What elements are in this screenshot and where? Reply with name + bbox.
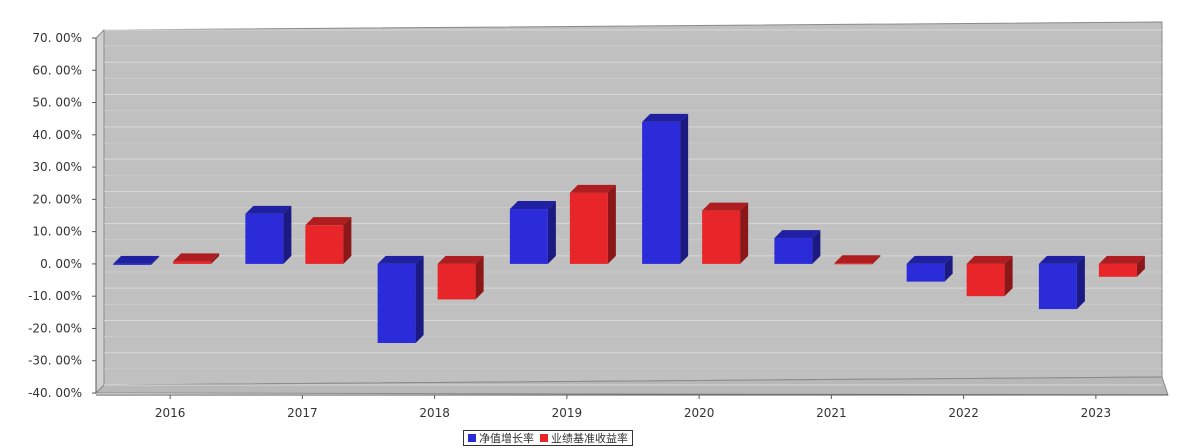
x-tick-label: 2020 [684, 406, 715, 420]
bar-side [151, 255, 160, 265]
bar-front [642, 121, 681, 264]
y-tick-label: 50. 00% [32, 96, 82, 110]
y-tick-label: 30. 00% [32, 160, 82, 174]
bar-front [377, 263, 416, 343]
bar-top [966, 255, 1013, 264]
bar-front [906, 263, 945, 282]
y-axis-labels: 70. 00% 60. 00% 50. 00% 40. 00% 30. 00% 20. 0… [28, 31, 96, 400]
bar-front [1038, 263, 1077, 310]
bar-净值增长率-2016 [113, 255, 160, 265]
y-tick-label: 40. 00% [32, 128, 82, 142]
bar-净值增长率-2020 [642, 113, 689, 264]
bar-front [305, 225, 344, 264]
bar-top [774, 230, 821, 239]
bar-业绩基准收益率-2020 [702, 202, 749, 264]
legend-swatch-series-2 [540, 434, 548, 442]
bar-front [509, 209, 548, 264]
legend-label-series-2: 业绩基准收益率 [551, 432, 628, 445]
y-tick-label: -30. 00% [28, 354, 82, 368]
legend-label-series-1: 净值增长率 [479, 432, 534, 445]
y-tick-label: -10. 00% [28, 289, 82, 303]
bar-front [834, 263, 873, 265]
bar-top [377, 255, 424, 264]
bar-side [343, 217, 352, 264]
chart-axes [94, 21, 1169, 396]
bar-side [812, 230, 821, 264]
bar-front [774, 238, 813, 264]
bar-side [680, 113, 689, 264]
bar-front [1098, 263, 1137, 277]
bar-front [702, 210, 741, 264]
y-tick-label: 60. 00% [32, 63, 82, 77]
x-tick-label: 2021 [816, 406, 847, 420]
bar-side [607, 184, 616, 264]
bar-front [245, 213, 284, 264]
x-tick-label: 2023 [1081, 406, 1112, 420]
bar-side [944, 255, 953, 282]
y-tick-label: 0. 00% [40, 257, 82, 271]
legend-item-series-2: 业绩基准收益率 [540, 430, 628, 446]
bar-业绩基准收益率-2022 [966, 255, 1013, 297]
bar-净值增长率-2022 [906, 255, 953, 282]
chart-bars [113, 113, 1145, 343]
bar-业绩基准收益率-2016 [173, 253, 220, 264]
bar-top [437, 255, 484, 264]
bar-业绩基准收益率-2021 [834, 255, 881, 265]
bar-side [740, 202, 749, 264]
bar-净值增长率-2023 [1038, 255, 1085, 310]
bar-top [834, 255, 881, 264]
bar-净值增长率-2019 [509, 201, 556, 264]
bar-side [1136, 255, 1145, 277]
x-tick-label: 2019 [552, 406, 583, 420]
y-tick-label: -20. 00% [28, 321, 82, 335]
bar-业绩基准收益率-2019 [569, 184, 616, 264]
bar-front [569, 192, 608, 264]
bar-side [1004, 255, 1013, 297]
chart-legend: 净值增长率 业绩基准收益率 [463, 430, 633, 446]
y-tick-label: 20. 00% [32, 192, 82, 206]
plot-side-wall [95, 28, 105, 395]
x-tick-label: 2018 [419, 406, 450, 420]
bar-top [1098, 255, 1145, 264]
bar-净值增长率-2021 [774, 230, 821, 264]
legend-item-series-1: 净值增长率 [468, 430, 534, 446]
bar-side [475, 255, 484, 300]
y-tick-label: 70. 00% [32, 31, 82, 45]
bar-净值增长率-2018 [377, 255, 424, 343]
y-tick-label: 10. 00% [32, 225, 82, 239]
bar-业绩基准收益率-2018 [437, 255, 484, 300]
bar-top [245, 205, 292, 214]
bar-top [113, 255, 160, 264]
bar-净值增长率-2017 [245, 205, 292, 264]
bar-side [872, 255, 881, 265]
bar-side [1076, 255, 1085, 310]
bar-top [305, 217, 352, 226]
bar-front [173, 261, 212, 264]
bar-top [569, 184, 616, 193]
x-axis-labels: 2016 2017 2018 2019 2020 2021 2022 2023 [155, 395, 1111, 420]
bar-top [906, 255, 953, 264]
bar-front [113, 263, 152, 265]
x-tick-label: 2022 [948, 406, 979, 420]
bar-top [642, 113, 689, 122]
plot-floor [94, 376, 1169, 396]
bar-top [509, 201, 556, 210]
bar-side [283, 205, 292, 264]
bar-front [966, 263, 1005, 297]
y-tick-label: -40. 00% [28, 386, 82, 400]
x-tick-label: 2017 [287, 406, 318, 420]
plot-back-wall [103, 21, 1163, 386]
bar-side [547, 201, 556, 264]
bar-业绩基准收益率-2017 [305, 217, 352, 264]
bar-业绩基准收益率-2023 [1098, 255, 1145, 277]
bar-side [211, 253, 220, 264]
bar-top [1038, 255, 1085, 264]
bar-front [437, 263, 476, 300]
bar-top [173, 253, 220, 262]
x-tick-label: 2016 [155, 406, 186, 420]
bar-top [702, 202, 749, 211]
legend-swatch-series-1 [468, 434, 476, 442]
bar-side [415, 255, 424, 343]
